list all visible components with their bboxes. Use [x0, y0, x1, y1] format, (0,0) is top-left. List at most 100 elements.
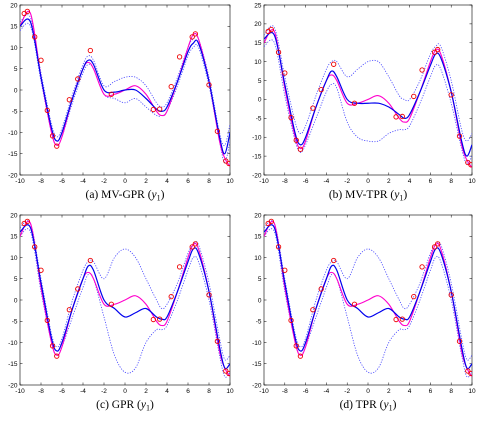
- y-tick-label: -15: [252, 153, 262, 160]
- y-tick-label: 0: [258, 297, 262, 304]
- observation-point: [288, 317, 294, 324]
- y-tick-label: 5: [14, 276, 18, 283]
- x-tick-label: -2: [344, 178, 350, 185]
- subplot-caption: (c) GPR (y1): [96, 399, 154, 413]
- x-tick-label: -8: [282, 178, 288, 185]
- x-tick-label: -4: [80, 388, 86, 395]
- observation-point: [435, 46, 441, 53]
- observation-point: [275, 49, 282, 55]
- x-tick-label: -8: [38, 388, 44, 395]
- observation-point: [331, 257, 337, 264]
- y-tick-label: -15: [252, 361, 262, 368]
- y-tick-label: 5: [258, 276, 262, 283]
- true-function-line: [264, 29, 472, 168]
- observation-point: [66, 97, 73, 103]
- x-tick-label: -4: [324, 178, 330, 185]
- observation-point: [435, 241, 441, 247]
- y-tick-label: 15: [254, 40, 262, 47]
- observation-point: [419, 264, 425, 270]
- caption-subscript: 1: [157, 194, 161, 203]
- observation-point: [351, 100, 358, 106]
- x-tick-label: -6: [59, 388, 65, 395]
- x-tick-label: 8: [207, 388, 211, 395]
- observation-point: [206, 292, 212, 298]
- true-function-line: [20, 220, 230, 377]
- x-tick-label: 0: [366, 178, 370, 185]
- x-tick-label: 6: [186, 178, 190, 185]
- observation-point: [318, 86, 324, 93]
- y-tick-label: 10: [10, 255, 18, 262]
- plot-area: [264, 25, 472, 168]
- caption-close: ): [161, 189, 165, 201]
- observation-point: [288, 114, 294, 121]
- observation-point: [156, 106, 163, 112]
- x-tick-label: 2: [387, 388, 391, 395]
- observation-point: [54, 143, 60, 149]
- x-tick-label: 8: [449, 178, 453, 185]
- x-tick-label: 0: [366, 388, 370, 395]
- y-tick-label: -5: [256, 319, 262, 326]
- observation-point: [214, 128, 221, 134]
- y-tick-label: -5: [12, 319, 18, 326]
- y-tick-label: 20: [10, 2, 18, 9]
- x-tick-label: -2: [101, 388, 107, 395]
- observation-point: [176, 54, 183, 60]
- observation-point: [331, 61, 337, 67]
- observation-point: [192, 241, 199, 247]
- observation-point: [24, 218, 30, 225]
- observation-point: [393, 114, 399, 120]
- observation-point: [49, 133, 56, 139]
- caption-variable: y: [382, 399, 389, 411]
- observation-point: [282, 267, 288, 273]
- observation-point: [456, 338, 463, 344]
- x-tick-label: 2: [387, 178, 391, 185]
- y-tick-label: -5: [12, 109, 18, 116]
- predicted-mean-line: [20, 18, 230, 155]
- true-function-line: [20, 10, 230, 167]
- y-tick-label: 5: [14, 66, 18, 73]
- observation-point: [468, 162, 472, 168]
- caption-variable: y: [140, 399, 147, 411]
- observation-point: [44, 107, 50, 114]
- x-tick-label: 0: [123, 178, 127, 185]
- observation-point: [150, 316, 157, 323]
- x-tick-label: 2: [144, 178, 148, 185]
- observation-point: [275, 244, 282, 250]
- observation-point: [293, 343, 299, 349]
- caption-close: ): [150, 399, 154, 411]
- observation-point: [32, 244, 38, 250]
- x-tick-label: -2: [344, 388, 350, 395]
- observation-point: [189, 34, 195, 40]
- observation-point: [399, 316, 405, 322]
- y-tick-label: 15: [10, 24, 18, 31]
- observation-point: [431, 244, 438, 250]
- observation-point: [226, 370, 230, 377]
- observation-point: [223, 368, 229, 374]
- x-tick-label: 8: [207, 178, 211, 185]
- observation-point: [206, 82, 212, 88]
- observation-point: [310, 105, 316, 111]
- plot-area: [20, 218, 230, 378]
- observation-point: [38, 267, 44, 273]
- observation-point: [297, 146, 304, 152]
- x-tick-label: 4: [408, 388, 412, 395]
- observation-point: [310, 307, 316, 313]
- observation-point: [399, 113, 405, 120]
- observation-point: [24, 8, 30, 15]
- observation-point: [393, 316, 399, 323]
- caption-text: (d) TPR (: [340, 399, 384, 411]
- y-tick-label: -15: [8, 361, 18, 368]
- y-tick-label: 15: [254, 234, 262, 241]
- observation-point: [448, 92, 454, 98]
- observation-point: [75, 76, 81, 82]
- y-tick-label: -15: [8, 151, 18, 158]
- y-tick-label: 20: [10, 212, 18, 219]
- predicted-mean-line: [264, 224, 472, 370]
- confidence-bound-line: [264, 228, 472, 378]
- x-tick-label: -10: [15, 388, 25, 395]
- observation-point: [226, 160, 230, 167]
- subplot-caption: (b) MV-TPR (y1): [329, 189, 408, 203]
- x-tick-label: -10: [15, 178, 25, 185]
- observation-point: [189, 244, 195, 250]
